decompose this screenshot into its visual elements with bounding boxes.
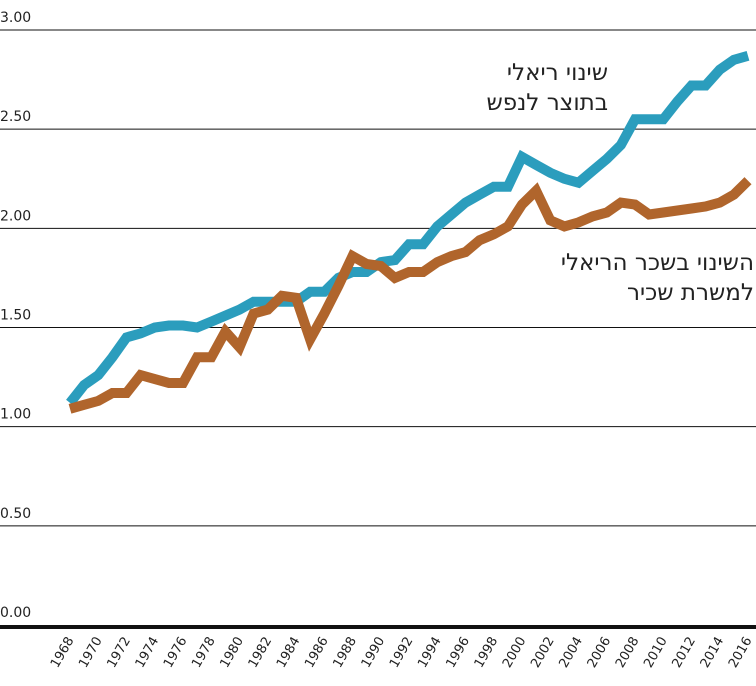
x-tick-label: 2008 xyxy=(613,635,643,671)
x-tick-label: 1992 xyxy=(387,635,417,671)
x-tick-label: 1984 xyxy=(274,635,304,671)
x-tick-label: 2012 xyxy=(669,635,699,671)
x-tick-label: 2014 xyxy=(698,635,728,671)
x-tick-label: 1978 xyxy=(189,635,219,671)
y-tick-label: 3.00 xyxy=(0,10,31,26)
x-tick-label: 1976 xyxy=(161,635,191,671)
x-tick-label: 2000 xyxy=(500,635,530,671)
x-tick-label: 1970 xyxy=(76,635,106,671)
x-tick-label: 1968 xyxy=(48,635,78,671)
series-line xyxy=(66,50,750,406)
series-label: השינוי בשכר הריאלי למשרת שכיר xyxy=(560,250,754,306)
y-tick-label: 0.00 xyxy=(0,605,31,621)
x-tick-label: 1988 xyxy=(330,635,360,671)
series-line xyxy=(68,177,752,414)
series-label: שינוי ריאלי בתוצר לנפש xyxy=(486,60,608,116)
x-tick-label: 1994 xyxy=(415,635,445,671)
x-tick-label: 2016 xyxy=(726,635,756,671)
x-tick-label: 2002 xyxy=(528,635,558,671)
y-tick-label: 0.50 xyxy=(0,506,31,522)
x-tick-label: 1972 xyxy=(104,635,134,671)
y-tick-label: 2.00 xyxy=(0,208,31,224)
x-tick-label: 1974 xyxy=(133,635,163,671)
x-tick-label: 2004 xyxy=(556,635,586,671)
x-tick-label: 2010 xyxy=(641,635,671,671)
x-tick-label: 1998 xyxy=(472,635,502,671)
y-tick-label: 1.50 xyxy=(0,308,31,324)
y-tick-label: 2.50 xyxy=(0,109,31,125)
y-tick-label: 1.00 xyxy=(0,407,31,423)
x-tick-label: 1990 xyxy=(359,635,389,671)
x-tick-label: 2006 xyxy=(585,635,615,671)
x-tick-label: 1996 xyxy=(443,635,473,671)
x-tick-label: 1982 xyxy=(246,635,276,671)
x-tick-label: 1986 xyxy=(302,635,332,671)
x-tick-label: 1980 xyxy=(217,635,247,671)
